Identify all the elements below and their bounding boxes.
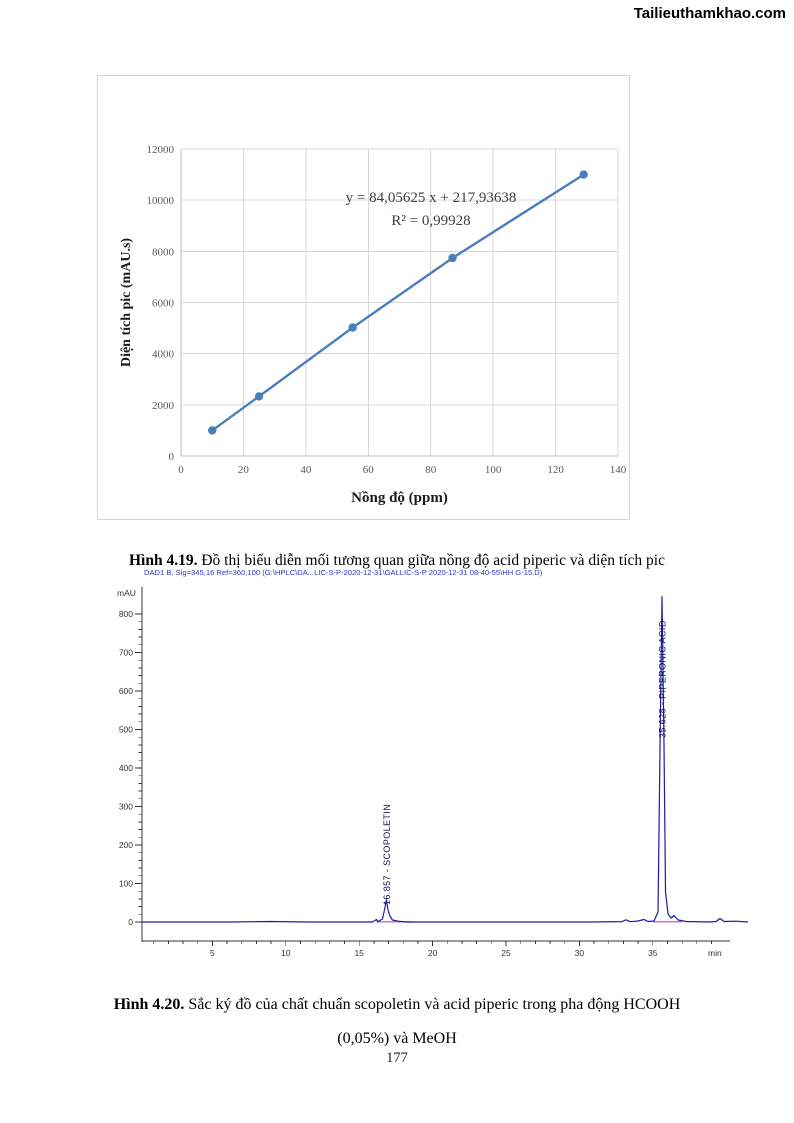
x-tick-label: 140: [610, 464, 627, 476]
x-tick-label: 20: [238, 464, 250, 476]
figure-420-caption-text: Sắc ký đồ của chất chuẩn scopoletin và a…: [184, 996, 681, 1013]
r-squared-value: R² = 0,99928: [391, 213, 470, 229]
chromatogram-header: DAD1 B, Sig=345,16 Ref=360,100 (G:\HPLC\…: [144, 568, 543, 577]
watermark: Tailieuthamkhao.com: [633, 5, 786, 22]
y-tick-label: 300: [119, 801, 133, 811]
peak-label-piperonic-acid: 35.628 - PIPERONIC ACID: [658, 620, 668, 738]
data-point-marker: [348, 323, 357, 332]
calibration-chart: 0 20 40 60 80 100 120 140 0 2000 4000 6000 8000 10000…: [119, 144, 627, 506]
figure-420-caption-label: Hình 4.20.: [113, 996, 185, 1013]
figure-420-caption: Hình 4.20. Sắc ký đồ của chất chuẩn scop…: [0, 988, 794, 1056]
signal-trace: [142, 596, 749, 923]
x-tick-label: 60: [363, 464, 375, 476]
x-tick-label: 25: [501, 948, 511, 958]
y-tick-label: 700: [119, 647, 133, 657]
data-point-marker: [254, 392, 264, 401]
y-tick-label: 4000: [152, 349, 175, 361]
y-tick-label: 200: [119, 840, 133, 850]
y-tick-label: 800: [119, 609, 133, 619]
peak-label-scopoletin: 16.857 - SCOPOLETIN: [382, 804, 392, 905]
y-axis-label: Diện tích pic (mAU.s): [119, 238, 134, 367]
x-tick-label: 0: [178, 464, 184, 476]
y-tick-label: 100: [119, 878, 133, 888]
x-axis-label: Nồng độ (ppm): [351, 490, 448, 506]
x-tick-label: 100: [485, 464, 502, 476]
x-tick-label: 10: [281, 948, 291, 958]
figure-420-caption-line2: (0,05%) và MeOH: [337, 1030, 457, 1047]
figure-420-chromatogram: DAD1 B, Sig=345,16 Ref=360,100 (G:\HPLC\…: [110, 563, 770, 961]
x-tick-label: 5: [210, 948, 215, 958]
x-tick-label: 15: [354, 948, 364, 958]
y-tick-label: 600: [119, 686, 133, 696]
y-tick-label: 500: [119, 724, 133, 734]
y-tick-label: 0: [169, 451, 175, 463]
figure-419-caption-text: Đồ thị biểu diễn mối tương quan giữa nồn…: [197, 551, 665, 569]
x-axis-unit-label: min: [708, 948, 722, 958]
y-tick-label: 2000: [152, 400, 175, 412]
x-tick-label: 120: [547, 464, 564, 476]
data-point-marker: [579, 170, 588, 179]
x-tick-label: 80: [425, 464, 437, 476]
x-tick-label: 20: [428, 948, 438, 958]
figure-419-caption-label: Hình 4.19.: [129, 551, 198, 569]
data-point-marker: [208, 426, 217, 435]
trendline-equation: y = 84,05625 x + 217,93638: [346, 190, 517, 206]
figure-419-box: 0 20 40 60 80 100 120 140 0 2000 4000 6000 8000 10000…: [97, 75, 630, 520]
y-tick-label: 10000: [147, 195, 175, 207]
x-tick-label: 40: [300, 464, 312, 476]
y-tick-label: 12000: [147, 144, 175, 156]
y-axis-unit-label: mAU: [117, 588, 136, 598]
y-tick-label: 6000: [152, 298, 175, 310]
y-tick-label: 0: [128, 917, 133, 927]
x-tick-label: 35: [648, 948, 658, 958]
page-number: 177: [386, 1050, 408, 1066]
y-tick-label: 8000: [152, 246, 175, 258]
hplc-chromatogram-chart: DAD1 B, Sig=345,16 Ref=360,100 (G:\HPLC\…: [117, 568, 749, 958]
x-tick-label: 30: [575, 948, 585, 958]
y-tick-label: 400: [119, 763, 133, 773]
figure-419-caption: Hình 4.19. Đồ thị biểu diễn mối tương qu…: [0, 552, 794, 570]
data-point-marker: [448, 253, 457, 263]
